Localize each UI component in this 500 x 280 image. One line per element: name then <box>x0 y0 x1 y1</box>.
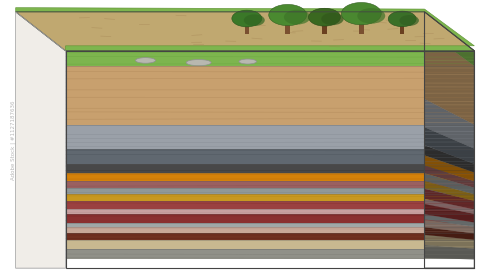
Polygon shape <box>424 127 474 164</box>
Polygon shape <box>424 204 474 223</box>
Circle shape <box>342 3 381 25</box>
Polygon shape <box>66 223 474 227</box>
Circle shape <box>244 14 265 26</box>
Bar <box>359 22 364 34</box>
Polygon shape <box>424 30 474 125</box>
Polygon shape <box>424 99 474 149</box>
Polygon shape <box>66 227 474 234</box>
Bar <box>245 24 249 34</box>
Polygon shape <box>16 8 474 51</box>
Polygon shape <box>16 12 474 51</box>
Circle shape <box>400 15 419 26</box>
Circle shape <box>284 10 310 25</box>
Bar <box>400 24 404 34</box>
Text: Adobe Stock | #1127187636: Adobe Stock | #1127187636 <box>10 100 16 180</box>
Circle shape <box>308 8 340 26</box>
Polygon shape <box>66 188 474 194</box>
Bar <box>285 22 290 34</box>
Polygon shape <box>66 125 474 149</box>
Ellipse shape <box>186 60 211 66</box>
Polygon shape <box>424 145 474 172</box>
Polygon shape <box>424 245 474 260</box>
Polygon shape <box>424 199 474 214</box>
Polygon shape <box>66 214 474 223</box>
Polygon shape <box>424 214 474 227</box>
Polygon shape <box>66 201 474 209</box>
Polygon shape <box>424 235 474 249</box>
Polygon shape <box>424 181 474 201</box>
Polygon shape <box>16 12 66 268</box>
Polygon shape <box>66 234 474 240</box>
Polygon shape <box>66 194 474 201</box>
Circle shape <box>322 13 344 25</box>
Ellipse shape <box>136 58 156 63</box>
Polygon shape <box>66 209 474 214</box>
Polygon shape <box>424 155 474 181</box>
Circle shape <box>388 11 416 27</box>
Circle shape <box>232 10 262 27</box>
Ellipse shape <box>239 59 256 64</box>
Bar <box>322 24 326 34</box>
Polygon shape <box>66 249 474 260</box>
Polygon shape <box>424 220 474 234</box>
Polygon shape <box>424 166 474 188</box>
Polygon shape <box>66 164 474 172</box>
Polygon shape <box>66 51 474 66</box>
Polygon shape <box>424 227 474 240</box>
Polygon shape <box>66 181 474 188</box>
Circle shape <box>358 8 385 24</box>
Polygon shape <box>424 12 474 66</box>
Circle shape <box>268 4 306 25</box>
Polygon shape <box>424 173 474 194</box>
Polygon shape <box>66 240 474 249</box>
Polygon shape <box>66 172 474 181</box>
Polygon shape <box>66 149 474 164</box>
Polygon shape <box>66 66 474 125</box>
Polygon shape <box>424 189 474 209</box>
